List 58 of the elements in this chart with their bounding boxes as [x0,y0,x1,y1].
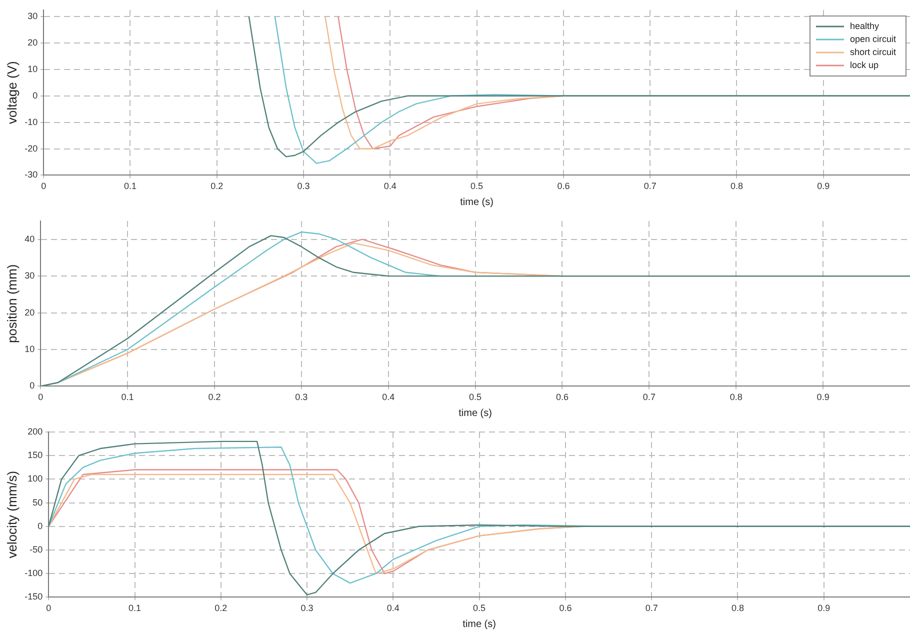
y-tick-label: -10 [24,116,38,127]
y-tick-label: -150 [24,592,43,602]
legend-label: healthy [850,20,880,31]
legend-label: short circuit [850,46,896,57]
legend-label: open circuit [850,34,896,44]
x-tick-label: 0.6 [559,603,572,614]
y-tick-label: -100 [24,568,43,578]
x-tick-label: 0.6 [557,181,570,192]
x-tick-label: 0.8 [731,603,744,614]
x-tick-label: 0.6 [556,392,568,402]
x-tick-label: 0.3 [297,181,310,192]
y-tick-label: 10 [28,64,38,74]
x-tick-label: 0.5 [470,181,484,192]
y-axis-title: velocity (mm/s) [4,470,20,558]
y-tick-label: 100 [28,474,43,484]
x-tick-label: 0.9 [818,603,830,614]
y-tick-label: 30 [24,270,35,281]
y-tick-label: -50 [30,544,43,554]
x-tick-label: 0.7 [644,181,656,192]
x-tick-label: 0.2 [210,181,224,192]
y-tick-label: -30 [24,170,38,180]
x-axis-title: time (s) [460,196,494,208]
x-tick-label: 0 [46,603,52,614]
legend-label: lock up [850,60,879,70]
y-axis-title: position (mm) [4,264,20,343]
x-tick-label: 0.7 [645,603,658,614]
x-tick-label: 0.9 [816,392,830,402]
x-tick-label: 0.2 [208,392,221,402]
x-tick-label: 0.4 [384,181,396,192]
y-tick-label: -20 [24,143,38,154]
x-tick-label: 0.7 [642,392,656,402]
y-tick-label: 0 [30,380,35,391]
x-tick-label: 0.5 [469,392,482,402]
y-tick-label: 200 [28,426,43,436]
y-tick-label: 20 [24,307,35,318]
x-tick-label: 0.1 [124,181,137,192]
x-tick-label: 0.2 [214,603,228,614]
y-tick-label: 40 [24,234,35,244]
y-tick-label: 50 [32,497,43,508]
y-tick-label: 0 [32,90,38,100]
y-tick-label: 0 [38,520,43,531]
x-tick-label: 0.8 [730,392,742,402]
x-tick-label: 0.9 [817,181,830,192]
x-tick-label: 0.4 [382,392,395,402]
y-tick-label: 20 [28,38,38,48]
x-tick-label: 0.8 [730,181,743,192]
x-tick-label: 0.4 [386,603,400,614]
x-tick-label: 0.3 [300,603,314,614]
x-tick-label: 0.5 [473,603,486,614]
x-tick-label: 0.1 [128,603,142,614]
y-tick-label: 30 [28,11,38,22]
y-tick-label: 150 [28,450,43,460]
x-axis-title: time (s) [458,408,492,419]
y-axis-title: voltage (V) [4,61,20,124]
x-tick-label: 0.3 [295,392,308,402]
y-tick-label: 10 [24,344,35,354]
x-axis-title: time (s) [462,618,496,630]
x-tick-label: 0.1 [121,392,134,402]
